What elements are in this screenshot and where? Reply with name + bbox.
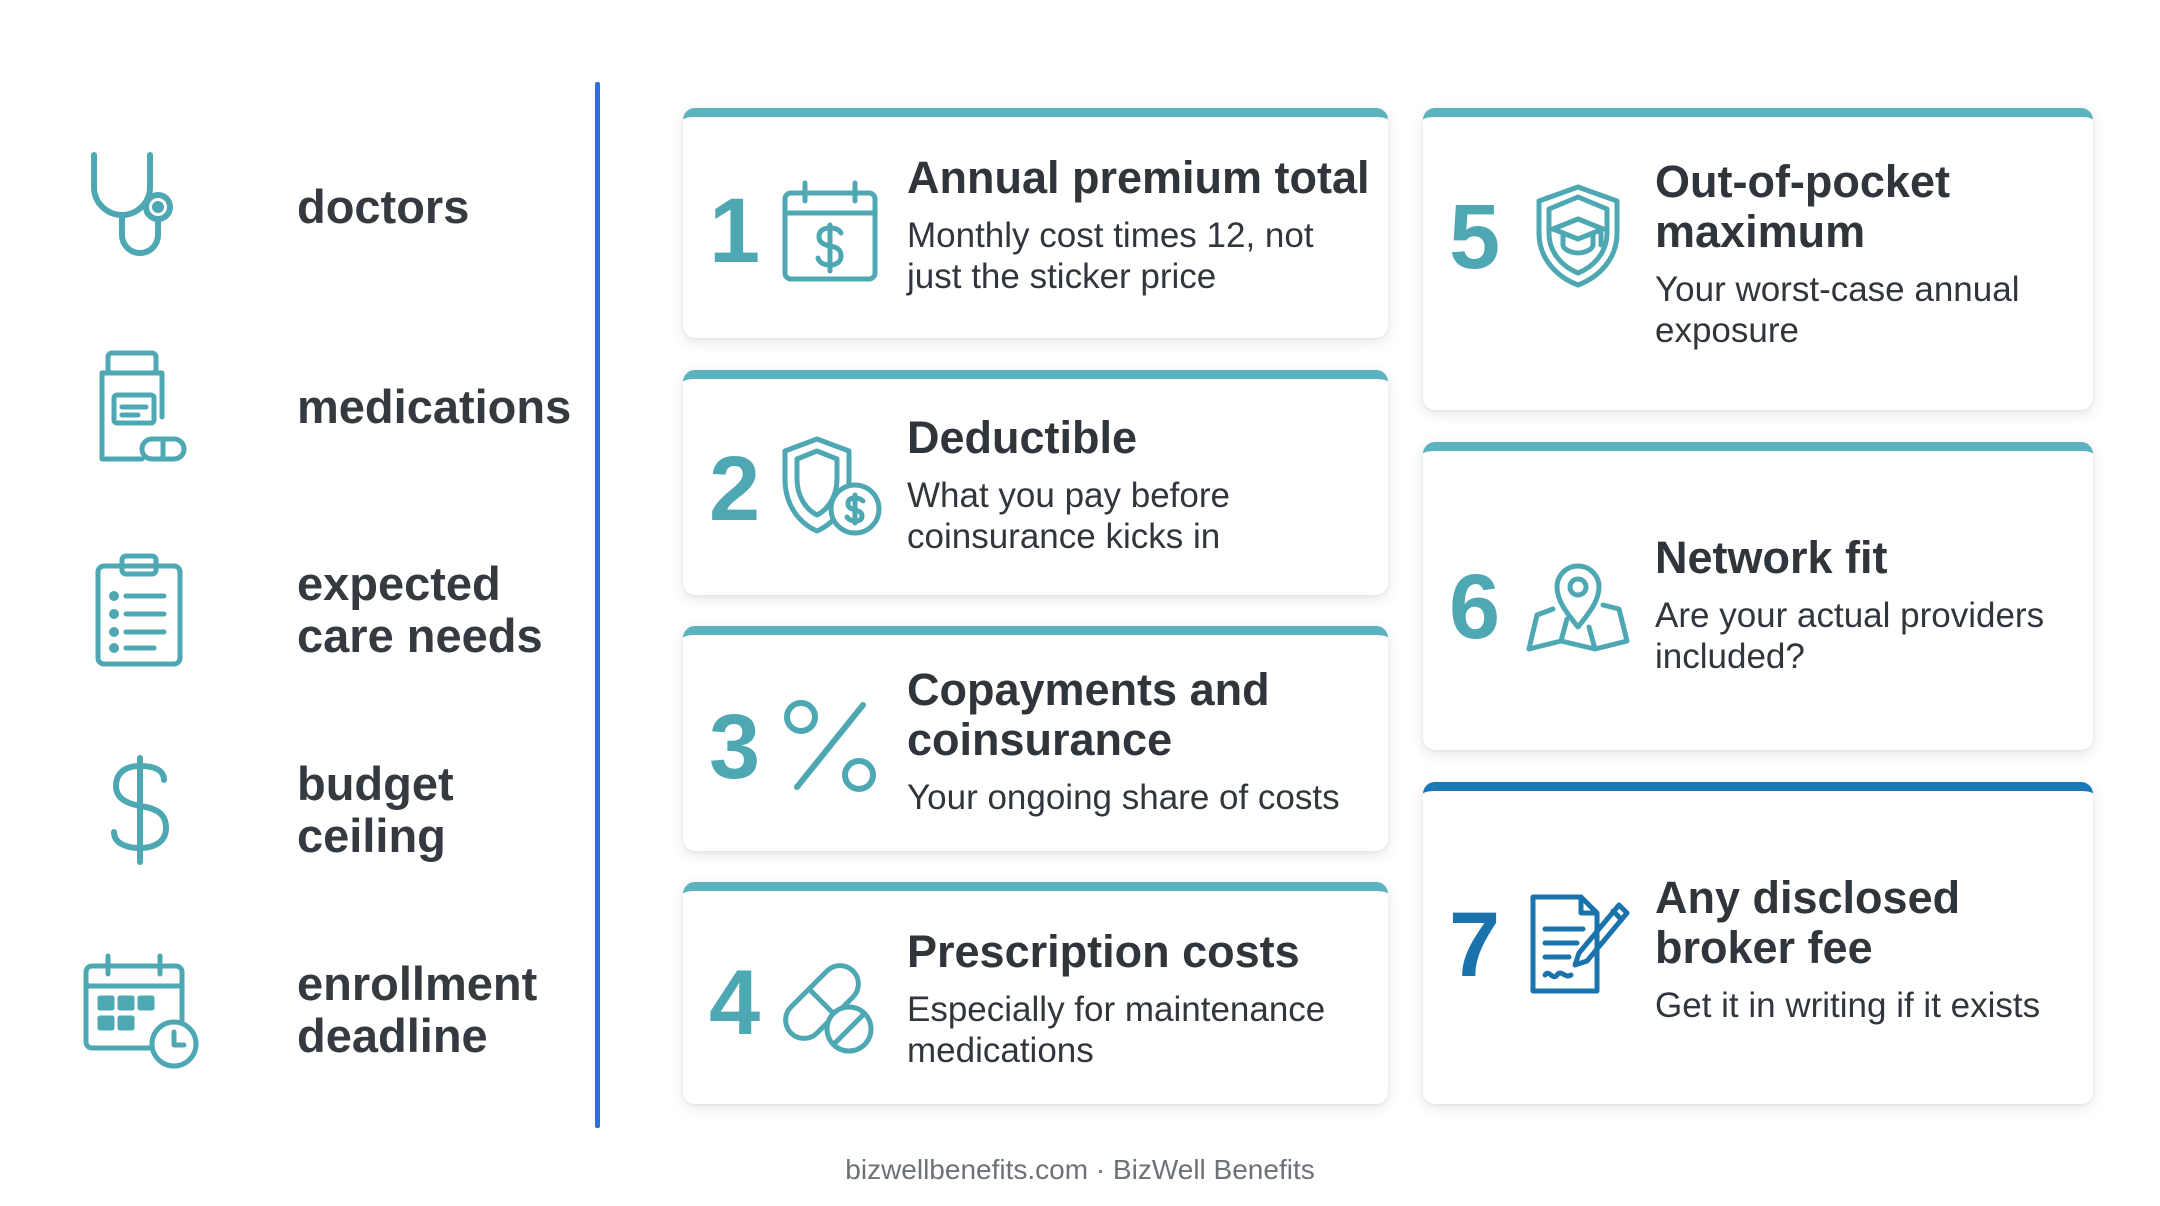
card-text: Deductible What you pay before coinsuranc… — [907, 413, 1377, 557]
card-number: 5 — [1449, 186, 1501, 288]
map-pin-icon — [1523, 549, 1633, 659]
card-title: Out-of-pocket maximum — [1655, 156, 1950, 257]
list-item-expected-care-needs: expected care needs — [75, 545, 595, 675]
list-item-label: medications — [297, 380, 572, 433]
card-description: Your ongoing share of costs — [907, 778, 1340, 817]
card-number: 3 — [709, 696, 761, 798]
document-pen-icon — [1523, 889, 1633, 999]
list-item-label: enrollment deadline — [297, 957, 538, 1062]
pills-icon — [775, 947, 885, 1057]
card-description: Your worst-case annual exposure — [1655, 270, 2020, 350]
card-network-fit: 6 Network fit Are your actual providers i… — [1423, 442, 2093, 750]
card-deductible: 2 Deductible What you pay before coinsura… — [683, 370, 1388, 595]
card-description: Get it in writing if it exists — [1655, 986, 2041, 1025]
list-item-budget-ceiling: budget ceiling — [75, 745, 595, 875]
card-text: Any disclosed broker fee Get it in writin… — [1655, 873, 2085, 1026]
shield-graduation-cap-icon — [1523, 181, 1633, 291]
card-number: 7 — [1449, 894, 1501, 996]
card-title: Deductible — [907, 412, 1138, 463]
dollar-sign-icon — [75, 745, 205, 875]
list-item-doctors: doctors — [75, 142, 595, 272]
card-prescription-costs: 4 Prescription costs Especially for main… — [683, 882, 1388, 1104]
card-title: Network fit — [1655, 532, 1888, 583]
card-copayments: 3 Copayments and coinsurance Your ongoing… — [683, 626, 1388, 851]
calendar-dollar-icon — [775, 177, 885, 287]
card-text: Annual premium total Monthly cost times … — [907, 153, 1377, 297]
card-number: 4 — [709, 952, 761, 1054]
list-item-label: expected care needs — [297, 557, 543, 662]
percent-icon — [775, 691, 885, 801]
card-annual-premium: 1 Annual premium total Monthly cost time… — [683, 108, 1388, 338]
card-title: Any disclosed broker fee — [1655, 872, 1961, 973]
card-out-of-pocket-max: 5 Out-of-pocket maximum Your worst-case a… — [1423, 108, 2093, 410]
card-text: Network fit Are your actual providers inc… — [1655, 533, 2085, 677]
card-number: 1 — [709, 180, 761, 282]
card-description: Especially for maintenance medications — [907, 990, 1326, 1070]
card-description: Are your actual providers included? — [1655, 596, 2045, 676]
list-item-label: doctors — [297, 180, 470, 233]
clipboard-checklist-icon — [75, 545, 205, 675]
medication-bottle-icon — [75, 342, 205, 472]
card-number: 6 — [1449, 556, 1501, 658]
card-broker-fee: 7 Any disclosed broker fee Get it in writ… — [1423, 782, 2093, 1104]
card-text: Prescription costs Especially for mainte… — [907, 927, 1377, 1071]
stethoscope-icon — [75, 142, 205, 272]
calendar-clock-icon — [75, 945, 205, 1075]
shield-dollar-icon — [775, 433, 885, 543]
card-title: Prescription costs — [907, 926, 1300, 977]
footer-credit: bizwellbenefits.com · BizWell Benefits — [845, 1154, 1315, 1185]
list-item-label: budget ceiling — [297, 757, 454, 862]
card-text: Copayments and coinsurance Your ongoing s… — [907, 665, 1377, 818]
list-item-medications: medications — [75, 342, 595, 472]
card-title: Copayments and coinsurance — [907, 664, 1270, 765]
card-description: Monthly cost times 12, not just the stick… — [907, 216, 1314, 296]
card-text: Out-of-pocket maximum Your worst-case ann… — [1655, 157, 2085, 351]
list-item-enrollment-deadline: enrollment deadline — [75, 945, 595, 1075]
card-title: Annual premium total — [907, 152, 1370, 203]
vertical-divider — [595, 82, 600, 1128]
card-description: What you pay before coinsurance kicks in — [907, 476, 1230, 556]
card-number: 2 — [709, 438, 761, 540]
